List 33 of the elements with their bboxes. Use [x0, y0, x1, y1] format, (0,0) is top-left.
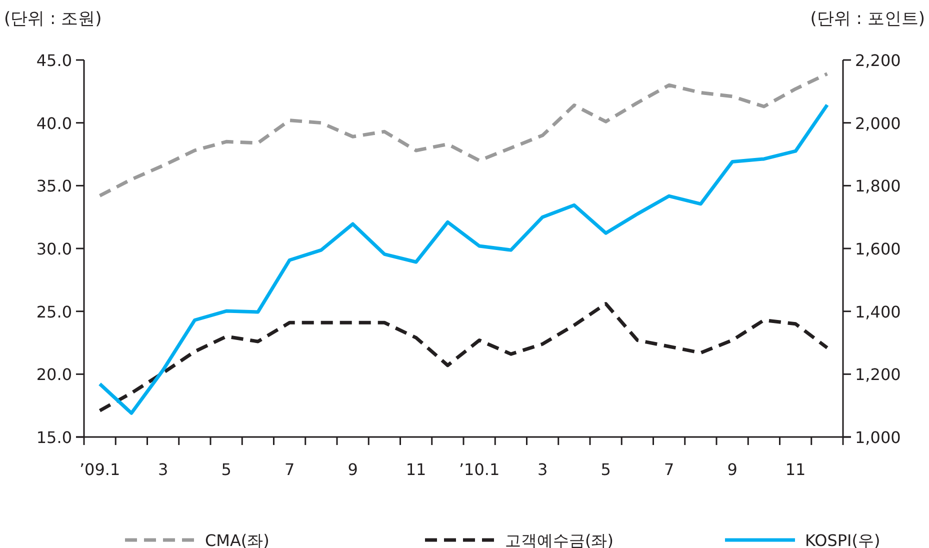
y2-tick-label: 1,600 — [855, 240, 901, 258]
y-tick-label: 40.0 — [36, 114, 72, 133]
x-tick-label: 7 — [664, 460, 674, 479]
y2-tick-label: 1,000 — [855, 428, 901, 447]
x-tick-label: 11 — [406, 460, 426, 479]
line-series — [98, 72, 829, 198]
y2-tick-label: 1,800 — [855, 176, 901, 196]
x-tick-label: ’09.1 — [79, 460, 120, 479]
legend-label: KOSPI(우) — [805, 531, 880, 548]
y2-tick-label: 1,400 — [855, 302, 901, 322]
legend-label: CMA(좌) — [205, 531, 270, 548]
y-tick-label: 20.0 — [36, 365, 72, 384]
y2-tick-label: 1,200 — [855, 365, 901, 384]
x-tick-label: 11 — [785, 460, 806, 479]
y-tick-label: 30.0 — [36, 240, 72, 258]
x-tick-label: 7 — [284, 460, 295, 479]
x-tick-label: 3 — [537, 460, 548, 479]
x-tick-label: 5 — [600, 460, 611, 479]
line-series — [98, 302, 829, 412]
line-series — [98, 103, 829, 415]
y2-tick-label: 2,000 — [855, 114, 901, 133]
y-tick-label: 45.0 — [36, 51, 72, 70]
y-axis-title: (단위 : 조원) — [4, 9, 102, 29]
y-tick-label: 25.0 — [36, 302, 72, 322]
y-tick-label: 35.0 — [36, 176, 72, 196]
x-tick-label: 9 — [727, 460, 738, 479]
y2-axis-title: (단위 : 포인트) — [810, 9, 925, 29]
y-tick-label: 15.0 — [36, 428, 72, 447]
x-tick-label: 3 — [158, 460, 168, 479]
x-tick-label: ’10.1 — [458, 460, 500, 479]
x-tick-label: 5 — [221, 460, 232, 479]
y2-tick-label: 2,200 — [855, 51, 901, 70]
x-tick-label: 9 — [348, 460, 358, 479]
